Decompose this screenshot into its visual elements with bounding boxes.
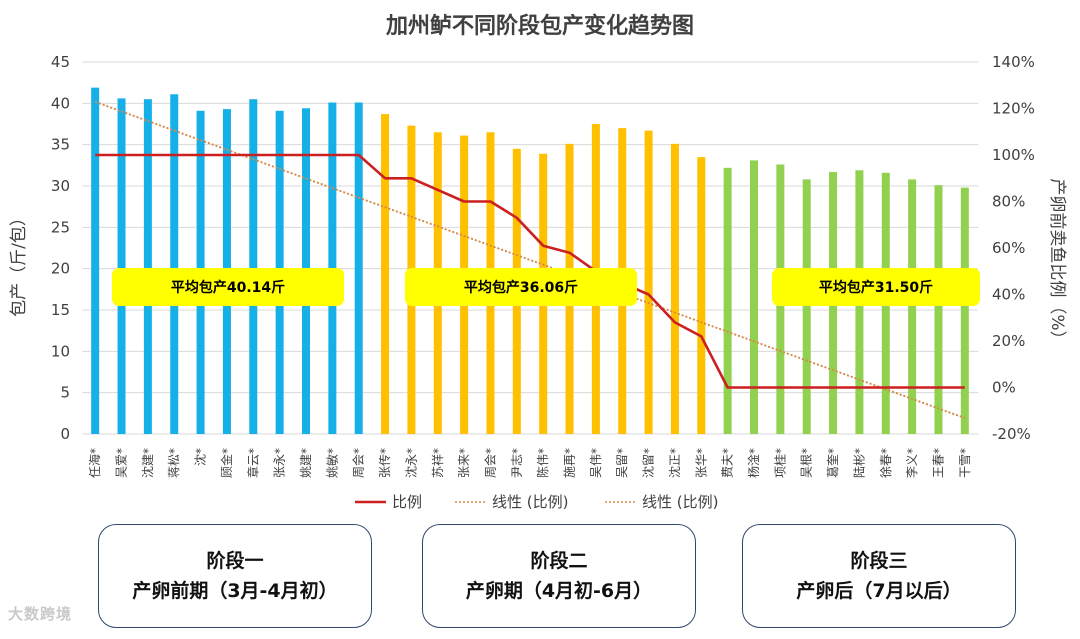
category-label: 干雪* <box>958 448 972 478</box>
average-callout-text: 平均包产31.50斤 <box>819 279 933 296</box>
chart-title: 加州鲈不同阶段包产变化趋势图 <box>385 13 694 39</box>
category-label: 吴留* <box>615 448 629 478</box>
ratio-line <box>95 153 965 389</box>
category-label: 沈建* <box>140 448 155 478</box>
category-label: 姚敏* <box>324 448 339 478</box>
category-label: 沈* <box>193 448 208 466</box>
bar <box>723 167 732 434</box>
stage-name: 阶段一 <box>206 549 264 572</box>
y-tick-label: 25 <box>51 218 70 236</box>
category-label: 项桂* <box>772 448 787 478</box>
category-label: 姚建* <box>299 448 313 478</box>
bar <box>802 179 811 434</box>
legend-label: 线性 (比例) <box>642 493 718 511</box>
category-label: 吴爱* <box>115 448 129 478</box>
category-label: 李义* <box>904 448 919 478</box>
category-label: 施再* <box>563 448 577 478</box>
y2-tick-label: 120% <box>992 100 1035 118</box>
y2-tick-label: 0% <box>992 379 1016 397</box>
category-label: 吴根* <box>800 448 814 478</box>
stage-period: 产卵期（4月初-6月） <box>465 580 653 602</box>
category-label: 蒋松* <box>167 448 181 478</box>
bar <box>249 99 258 434</box>
legend-label: 线性 (比例) <box>492 493 568 511</box>
y2-axis-title: 产卵前卖鱼比例（%） <box>1047 178 1067 347</box>
bar <box>354 102 363 435</box>
y-tick-label: 0 <box>60 425 70 443</box>
stage-box-2: 阶段二 产卵期（4月初-6月） <box>422 524 696 628</box>
y-tick-label: 45 <box>51 53 70 71</box>
y-tick-label: 30 <box>51 177 70 195</box>
stage-period: 产卵前期（3月-4月初） <box>132 580 338 602</box>
stage-box-3: 阶段三 产卵后（7月以后） <box>742 524 1016 628</box>
category-label: 顾金* <box>219 448 234 478</box>
category-label: 张传* <box>377 448 392 478</box>
category-label: 章云* <box>245 448 260 478</box>
bar <box>644 130 653 434</box>
y-axis-title: 包产（斤/包） <box>9 209 29 317</box>
y2-tick-label: 140% <box>992 53 1035 71</box>
average-callout-box <box>772 268 980 306</box>
bar <box>91 87 100 435</box>
bar <box>670 143 679 434</box>
category-label: 苏祥* <box>431 448 445 478</box>
y-tick-label: 20 <box>51 260 70 278</box>
bar <box>750 160 758 434</box>
y-tick-label: 10 <box>51 342 70 360</box>
category-label: 杨淦* <box>746 448 761 478</box>
category-label: 沈正* <box>667 448 682 478</box>
y2-tick-label: 80% <box>992 193 1025 211</box>
bar <box>960 187 969 434</box>
bar <box>934 185 943 434</box>
average-callout-box <box>405 268 637 306</box>
y2-tick-label: 40% <box>992 286 1025 304</box>
category-label: 徐春* <box>878 448 893 478</box>
category-label: 张永* <box>273 448 287 478</box>
category-label: 陈伟* <box>535 448 550 478</box>
category-label: 周会* <box>352 448 366 478</box>
category-label: 吴伟* <box>589 448 603 478</box>
y-tick-label: 15 <box>51 301 70 319</box>
stage-period: 产卵后（7月以后） <box>796 580 962 602</box>
legend-label: 比例 <box>392 493 422 511</box>
category-label: 任海* <box>87 448 102 478</box>
stage-name: 阶段三 <box>850 549 908 572</box>
y-tick-label: 35 <box>51 136 70 154</box>
category-label: 张来* <box>457 448 471 478</box>
y2-tick-label: 100% <box>992 146 1035 164</box>
stage-name: 阶段二 <box>530 549 588 572</box>
y-tick-label: 5 <box>60 384 70 402</box>
y2-tick-label: -20% <box>992 425 1031 443</box>
bar <box>381 114 390 434</box>
category-label: 张华* <box>694 448 708 478</box>
y2-tick-label: 20% <box>992 332 1025 350</box>
stage-box-1: 阶段一 产卵前期（3月-4月初） <box>98 524 372 628</box>
bar <box>170 94 179 435</box>
bar <box>697 157 706 435</box>
category-label: 沈留* <box>641 448 656 478</box>
category-label: 沈永* <box>403 448 418 478</box>
y-tick-label: 40 <box>51 94 70 112</box>
category-label: 陆彬* <box>851 448 866 478</box>
bar <box>117 98 126 434</box>
bar <box>143 99 152 434</box>
category-label: 王春* <box>931 448 945 478</box>
watermark: 大数跨境 <box>8 605 73 623</box>
y2-tick-label: 60% <box>992 239 1025 257</box>
bar <box>908 179 917 434</box>
category-label: 费夫* <box>721 448 735 478</box>
category-label: 周会* <box>483 448 497 478</box>
category-label: 葛奎* <box>825 448 840 478</box>
average-callout-text: 平均包产40.14斤 <box>171 279 285 296</box>
average-callout-text: 平均包产36.06斤 <box>464 279 578 296</box>
category-label: 尹志* <box>510 448 524 478</box>
average-callout-box <box>112 268 344 306</box>
